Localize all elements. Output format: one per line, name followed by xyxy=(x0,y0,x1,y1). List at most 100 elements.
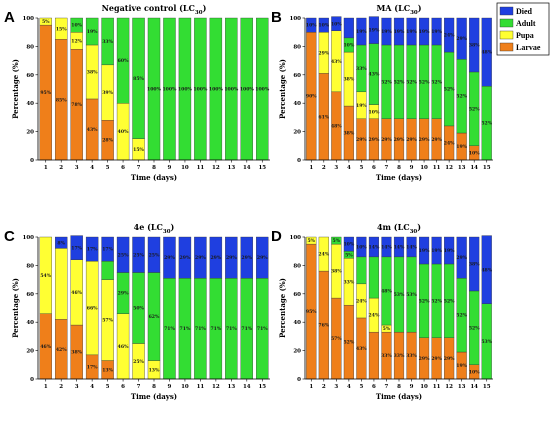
x-tick-label: 1 xyxy=(44,384,48,390)
data-label: 54% xyxy=(40,273,51,279)
data-label: 29% xyxy=(318,50,329,56)
x-tick-label: 9 xyxy=(168,384,172,390)
x-tick-label: 8 xyxy=(397,384,401,390)
data-label: 29% xyxy=(444,356,455,362)
data-label: 29% xyxy=(381,137,392,143)
data-label: 29% xyxy=(356,137,367,143)
bar-adult-day-6 xyxy=(368,256,379,299)
data-label: 33% xyxy=(394,353,405,359)
bar-pupa-day-1 xyxy=(39,17,52,26)
y-tick-label: 40 xyxy=(26,320,34,326)
bar-died-day-8 xyxy=(393,17,405,46)
x-tick-label: 8 xyxy=(152,384,156,390)
x-tick-label: 14 xyxy=(470,384,478,390)
x-tick-label: 5 xyxy=(106,165,110,171)
bar-died-day-14 xyxy=(469,236,480,292)
data-label: 19% xyxy=(381,29,392,35)
x-tick-label: 10 xyxy=(181,384,189,390)
y-tick-label: 40 xyxy=(293,320,301,326)
data-label: 52% xyxy=(481,121,492,127)
legend: Died Adult Pupa Larvae xyxy=(496,2,550,56)
x-tick-label: 2 xyxy=(59,384,63,390)
data-label: 85% xyxy=(133,76,144,82)
data-label: 38% xyxy=(343,131,354,137)
bar-adult-day-5 xyxy=(356,256,367,285)
y-axis-label: Percentage (%) xyxy=(11,59,20,119)
bar-died-day-14 xyxy=(469,17,480,73)
data-label: 14% xyxy=(394,245,405,251)
y-axis-label: Percentage (%) xyxy=(278,278,287,338)
y-tick-label: 100 xyxy=(290,235,302,241)
data-label: 53% xyxy=(481,339,492,345)
x-tick-label: 15 xyxy=(258,384,266,390)
y-tick-label: 20 xyxy=(26,130,34,136)
legend-label-pupa: Pupa xyxy=(516,31,534,40)
data-label: 48% xyxy=(481,50,492,56)
data-label: 12% xyxy=(71,38,82,44)
bar-pupa-day-2 xyxy=(54,17,68,40)
y-tick-label: 100 xyxy=(23,16,35,22)
data-label: 38% xyxy=(469,43,480,49)
x-tick-label: 12 xyxy=(445,165,453,171)
data-label: 24% xyxy=(369,313,380,319)
bar-died-day-13 xyxy=(456,17,467,60)
y-tick-label: 80 xyxy=(26,44,34,50)
data-label: 29% xyxy=(369,137,380,143)
data-label: 25% xyxy=(149,252,160,258)
bar-died-day-4 xyxy=(343,236,354,252)
bar-pupa-day-2 xyxy=(318,236,329,272)
data-label: 62% xyxy=(149,314,160,320)
bar-died-day-9 xyxy=(406,17,417,46)
chart-panel-d: D4m (LC30)95%5%76%24%57%38%5%52%33%5%10%… xyxy=(271,222,493,401)
x-tick-label: 11 xyxy=(197,165,205,171)
x-tick-label: 2 xyxy=(322,384,326,390)
data-label: 48% xyxy=(381,289,392,295)
x-tick-label: 3 xyxy=(334,165,338,171)
data-label: 100% xyxy=(178,87,193,93)
panel-title: Negative control (LC30) xyxy=(102,3,207,16)
x-tick-label: 12 xyxy=(212,165,220,171)
x-tick-label: 9 xyxy=(410,384,414,390)
x-tick-label: 11 xyxy=(197,384,205,390)
x-tick-label: 6 xyxy=(372,165,376,171)
panel-letter: B xyxy=(271,9,282,26)
bar-adult-day-5 xyxy=(101,17,114,66)
data-label: 38% xyxy=(331,269,342,275)
data-label: 71% xyxy=(241,326,252,332)
data-label: 14% xyxy=(381,245,392,251)
data-label: 71% xyxy=(210,326,221,332)
y-tick-label: 40 xyxy=(293,101,301,107)
data-label: 48% xyxy=(481,267,492,273)
data-label: 43% xyxy=(369,72,380,78)
data-label: 52% xyxy=(381,80,392,86)
x-tick-label: 10 xyxy=(420,384,428,390)
y-tick-label: 20 xyxy=(293,349,301,355)
x-tick-label: 14 xyxy=(243,384,251,390)
bar-died-day-3 xyxy=(70,235,83,260)
data-label: 29% xyxy=(210,255,221,261)
x-tick-label: 2 xyxy=(322,165,326,171)
x-tick-label: 15 xyxy=(483,384,491,390)
x-tick-label: 13 xyxy=(228,384,236,390)
data-label: 10% xyxy=(469,370,480,376)
chart-panel-c: C 4e (LC30) 46% 54% 42% 8% 38% 46% 17% 17% 66% 17% 1… xyxy=(4,222,270,401)
x-tick-label: 3 xyxy=(75,165,79,171)
bar-died-day-2 xyxy=(318,17,329,33)
y-axis-label: Percentage (%) xyxy=(11,278,20,338)
bar-died-day-10 xyxy=(419,17,430,46)
data-label: 29% xyxy=(118,291,129,297)
data-label: 52% xyxy=(406,80,417,86)
bar-died-day-11 xyxy=(194,236,207,279)
data-label: 33% xyxy=(102,39,113,45)
bar-died-day-7 xyxy=(132,236,145,273)
data-label: 33% xyxy=(343,279,354,285)
y-tick-label: 80 xyxy=(293,263,301,269)
data-label: 52% xyxy=(444,87,455,93)
bar-died-day-7 xyxy=(381,17,392,46)
data-label: 71% xyxy=(164,326,175,332)
data-label: 10% xyxy=(343,43,354,49)
data-label: 43% xyxy=(356,346,367,352)
bar-died-day-6 xyxy=(368,236,379,258)
y-tick-label: 60 xyxy=(26,292,34,298)
bar-died-day-14 xyxy=(240,236,254,279)
